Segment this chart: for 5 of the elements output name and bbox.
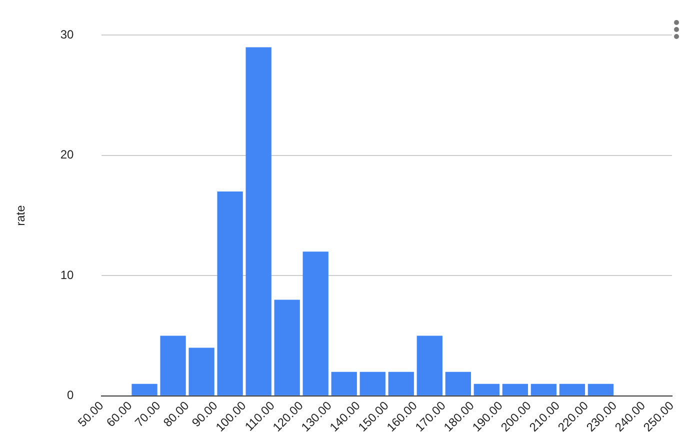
y-tick-label: 10 bbox=[60, 268, 74, 282]
y-tick-label: 20 bbox=[60, 148, 74, 162]
y-tick-label: 30 bbox=[60, 28, 74, 42]
y-axis-title: rate bbox=[14, 204, 28, 226]
y-tick-label: 0 bbox=[67, 388, 74, 402]
